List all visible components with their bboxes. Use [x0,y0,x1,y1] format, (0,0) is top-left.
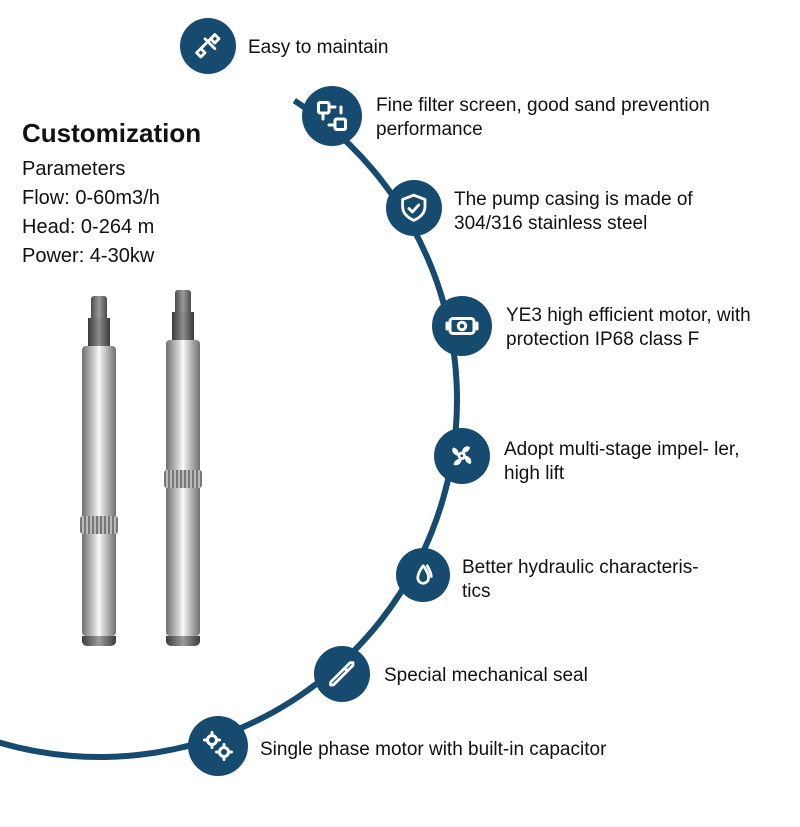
feature-label: Fine filter screen, good sand prevention… [376,94,736,142]
feature-node-shield [386,180,442,236]
feature-label: Easy to maintain [248,36,388,60]
shield-icon [397,191,431,225]
feature-label: The pump casing is made of 304/316 stain… [454,188,764,236]
infographic-stage: Customization Parameters Flow: 0-60m3/h … [0,0,800,800]
param-line: Flow: 0-60m3/h [22,184,201,213]
motor-icon [444,308,480,344]
feature-node-fan [434,428,490,484]
wrench-icon [191,29,225,63]
feature-node-seal [314,646,370,702]
param-line: Power: 4-30kw [22,242,201,271]
param-line: Head: 0-264 m [22,213,201,242]
filter-icon [314,98,350,134]
seal-icon [325,657,359,691]
feature-label: YE3 high efficient motor, with protectio… [506,304,796,352]
fan-icon [445,439,479,473]
pump-illustration [166,290,200,646]
feature-label: Special mechanical seal [384,664,588,688]
pump-illustration [82,296,116,646]
feature-label: Better hydraulic characteris- tics [462,556,722,604]
drop-icon [407,559,439,591]
feature-label: Single phase motor with built-in capacit… [260,738,606,762]
feature-node-motor [432,296,492,356]
customization-heading: Customization [22,118,201,149]
feature-label: Adopt multi-stage impel- ler, high lift [504,438,754,486]
gears-icon [200,728,236,764]
feature-node-gears [188,716,248,776]
param-line: Parameters [22,155,201,184]
feature-node-wrench [180,18,236,74]
feature-node-drop [396,548,450,602]
feature-node-filter [302,86,362,146]
customization-block: Customization Parameters Flow: 0-60m3/h … [22,118,201,271]
